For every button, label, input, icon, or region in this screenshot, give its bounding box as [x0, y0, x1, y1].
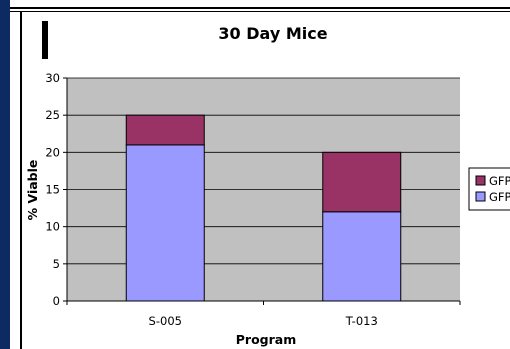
legend: GFP GFP [468, 167, 510, 211]
y-tick-label: 15 [45, 183, 60, 197]
y-tick-label: 25 [45, 108, 60, 122]
legend-swatch [475, 175, 486, 186]
bars [125, 114, 402, 302]
legend-label: GFP [489, 190, 510, 204]
marker-bar [42, 21, 48, 59]
top-rule [10, 0, 510, 9]
bar-segment [322, 211, 402, 302]
y-tick-label: 5 [53, 257, 60, 271]
y-axis-label: % Viable [25, 160, 40, 221]
left-rule [20, 12, 22, 349]
legend-swatch [475, 191, 486, 202]
bar-segment [322, 151, 402, 213]
legend-label: GFP [489, 174, 510, 188]
y-tick-label: 10 [45, 220, 60, 234]
y-axis-ticks: 0 5 10 15 20 25 30 [45, 71, 67, 308]
y-tick-label: 30 [45, 71, 60, 85]
y-tick-label: 0 [53, 294, 60, 308]
x-axis-ticks: S-005 T-013 [66, 301, 461, 328]
x-axis-label: Program [236, 332, 297, 347]
bar-segment [125, 144, 205, 302]
y-tick-label: 20 [45, 145, 60, 159]
x-tick-label: T-013 [345, 314, 378, 328]
chart-title: 30 Day Mice [218, 24, 327, 43]
inner-rule [10, 11, 510, 12]
legend-box [468, 167, 510, 211]
x-tick-label: S-005 [149, 314, 182, 328]
bar-segment [125, 114, 205, 146]
